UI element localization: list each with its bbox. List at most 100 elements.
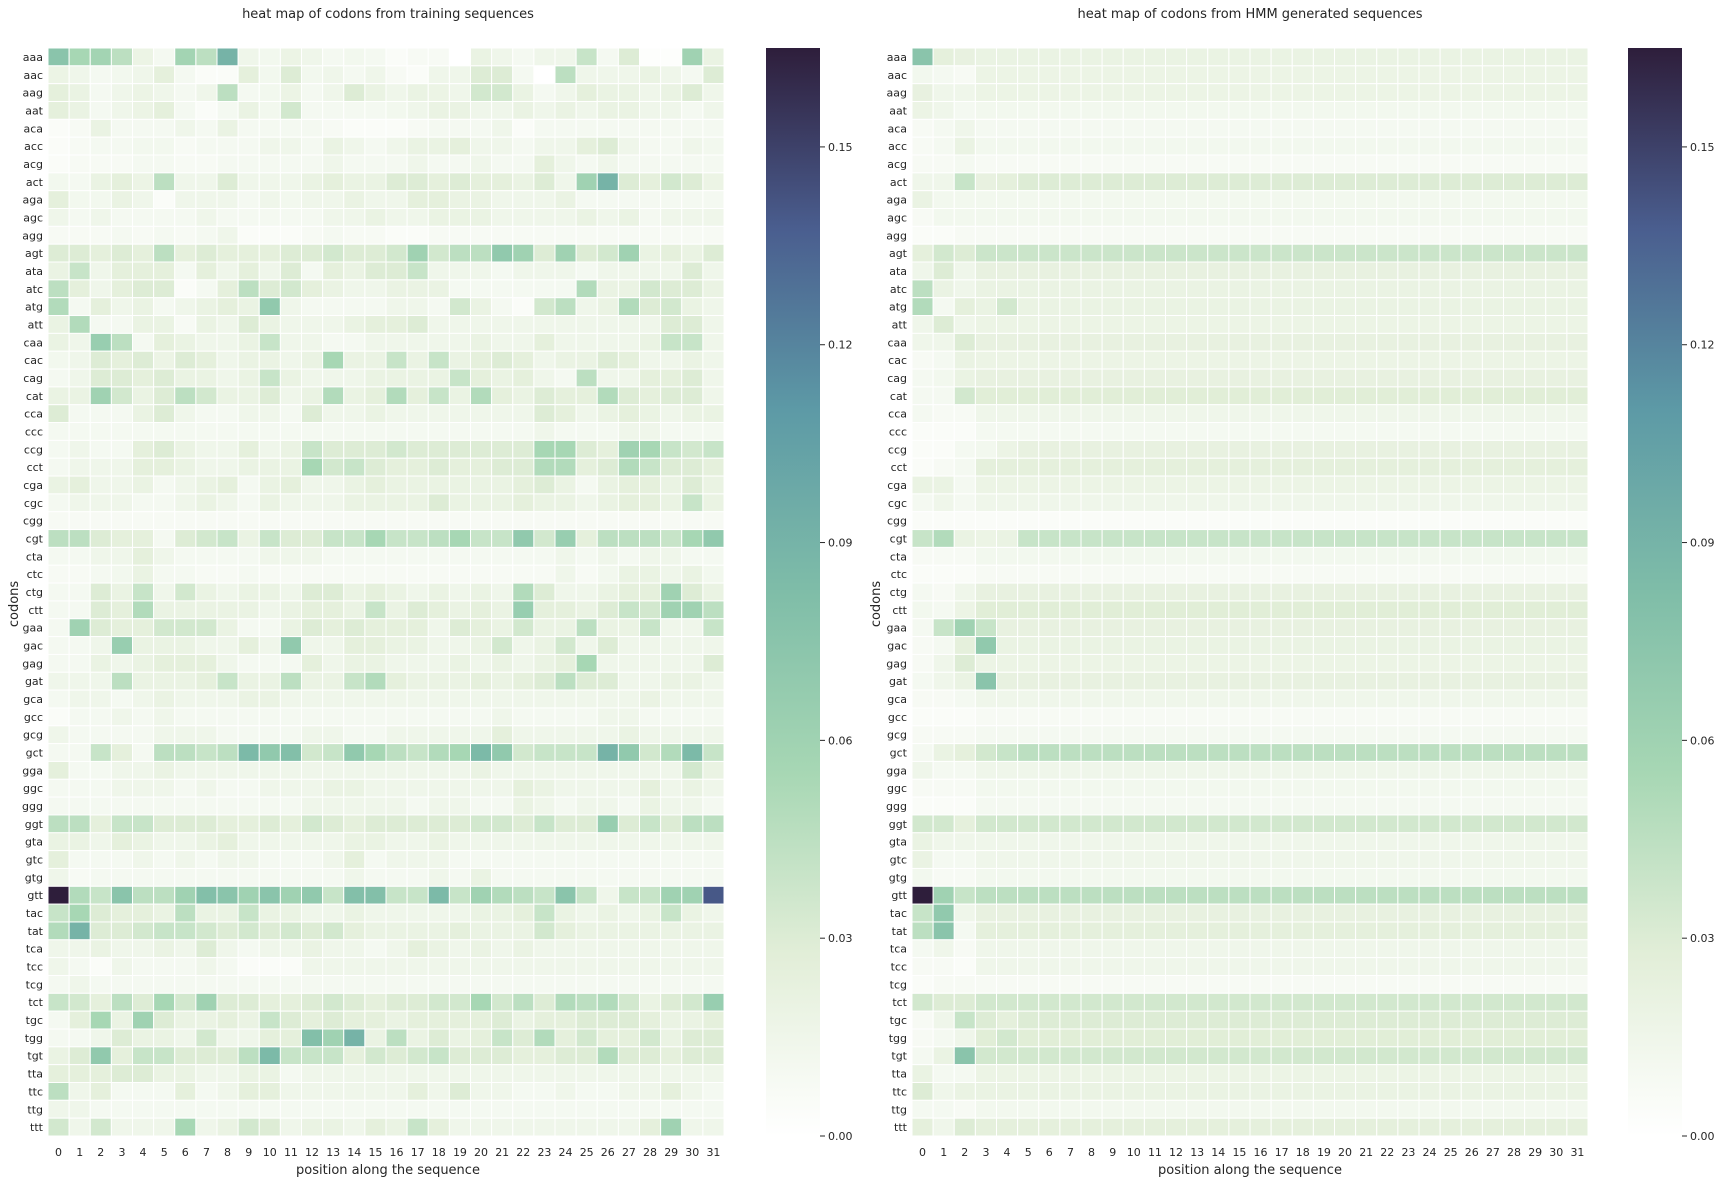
y-tick-label: cag	[887, 372, 907, 385]
heatmap-cell	[953, 475, 976, 495]
heatmap-cell	[1566, 1064, 1589, 1084]
heatmap-cell	[1080, 225, 1103, 245]
heatmap-cell	[1397, 386, 1420, 406]
heatmap-cell	[554, 118, 577, 138]
heatmap-cell	[1397, 867, 1420, 887]
heatmap-cell	[427, 65, 450, 85]
heatmap-cell	[617, 671, 641, 691]
heatmap-cell	[279, 225, 303, 245]
heatmap-cell	[406, 350, 429, 370]
heatmap-cell	[195, 190, 218, 210]
heatmap-cell	[68, 903, 91, 923]
heatmap-cell	[1376, 974, 1399, 994]
heatmap-cell	[153, 903, 176, 923]
heatmap-cell	[174, 511, 197, 531]
heatmap-cell	[1545, 689, 1568, 709]
heatmap-cell	[1376, 261, 1399, 281]
heatmap-cell	[512, 707, 535, 727]
heatmap-cell	[932, 1010, 955, 1030]
x-tick-label: 13	[1190, 1146, 1204, 1159]
heatmap-cell	[1059, 332, 1082, 352]
heatmap-cell	[554, 671, 577, 691]
heatmap-cell	[195, 422, 218, 441]
heatmap-cell	[343, 101, 366, 120]
heatmap-cell	[1143, 297, 1167, 317]
heatmap-cell	[216, 832, 239, 852]
heatmap-cell	[364, 814, 387, 834]
heatmap-cell	[1270, 154, 1293, 174]
heatmap-cell	[1312, 850, 1336, 869]
heatmap-cell	[385, 850, 408, 869]
heatmap-cell	[1143, 885, 1167, 905]
heatmap-cell	[89, 350, 112, 370]
heatmap-cell	[322, 546, 345, 566]
heatmap-cell	[195, 386, 218, 406]
heatmap-cell	[932, 885, 955, 905]
heatmap-cell	[554, 636, 577, 655]
heatmap-cell	[153, 653, 176, 673]
heatmap-cell	[1228, 903, 1251, 923]
heatmap-cell	[1017, 760, 1040, 780]
heatmap-cell	[974, 689, 998, 709]
heatmap-cell	[1059, 315, 1082, 334]
heatmap-cell	[1312, 653, 1336, 673]
heatmap-cell	[575, 1117, 598, 1137]
heatmap-cell	[575, 1046, 598, 1066]
heatmap-cell	[1270, 653, 1293, 673]
heatmap-cell	[132, 83, 155, 103]
heatmap-cell	[153, 315, 176, 334]
heatmap-cell	[1080, 261, 1103, 281]
heatmap-cell	[448, 65, 472, 85]
heatmap-cell	[1017, 992, 1040, 1012]
heatmap-cell	[1460, 475, 1483, 495]
y-tick-label: gtt	[891, 889, 907, 902]
x-tick-label: 10	[1127, 1146, 1141, 1159]
y-tick-label: ggg	[886, 800, 907, 813]
heatmap-cell	[448, 546, 472, 566]
heatmap-cell	[660, 1010, 683, 1030]
heatmap-cell	[258, 832, 281, 852]
heatmap-cell	[1566, 564, 1589, 584]
heatmap-cell	[1503, 992, 1526, 1012]
heatmap-cell	[1376, 368, 1399, 388]
heatmap-cell	[47, 653, 70, 673]
heatmap-cell	[953, 422, 976, 441]
heatmap-cell	[301, 439, 324, 459]
y-tick-labels: aaaaacaagaatacaaccacgactagaagcaggagtataa…	[886, 51, 908, 1134]
heatmap-cell	[216, 243, 239, 263]
y-tick-label: aac	[23, 69, 43, 82]
heatmap-cell	[1545, 1028, 1568, 1048]
heatmap-cell	[660, 190, 683, 210]
heatmap-cell	[596, 118, 619, 138]
heatmap-cell	[681, 653, 704, 673]
heatmap-cell	[1503, 350, 1526, 370]
heatmap-cell	[89, 172, 112, 192]
heatmap-cell	[1165, 921, 1188, 941]
heatmap-cell	[1460, 457, 1483, 477]
heatmap-cell	[174, 1099, 197, 1119]
heatmap-cell	[448, 832, 472, 852]
heatmap-cell	[1270, 867, 1293, 887]
heatmap-cell	[491, 154, 514, 174]
heatmap-cell	[1524, 582, 1547, 602]
heatmap-cell	[911, 921, 934, 941]
heatmap-cell	[237, 582, 260, 602]
heatmap-cell	[681, 814, 704, 834]
heatmap-cell	[1545, 243, 1568, 263]
heatmap-cell	[1503, 725, 1526, 745]
heatmap-cell	[596, 297, 619, 317]
heatmap-cell	[1418, 582, 1441, 602]
heatmap-cell	[1249, 582, 1272, 602]
heatmap-cell	[1460, 1064, 1483, 1084]
heatmap-cell	[1418, 279, 1441, 299]
heatmap-cell	[1566, 1099, 1589, 1119]
heatmap-cell	[491, 689, 514, 709]
heatmap-cell	[1270, 725, 1293, 745]
heatmap-cell	[1545, 225, 1568, 245]
heatmap-cell	[1376, 760, 1399, 780]
heatmap-cell	[322, 386, 345, 406]
heatmap-cell	[1038, 564, 1061, 584]
heatmap-cell	[554, 939, 577, 959]
heatmap-cell	[470, 850, 493, 869]
heatmap-cell	[322, 600, 345, 620]
